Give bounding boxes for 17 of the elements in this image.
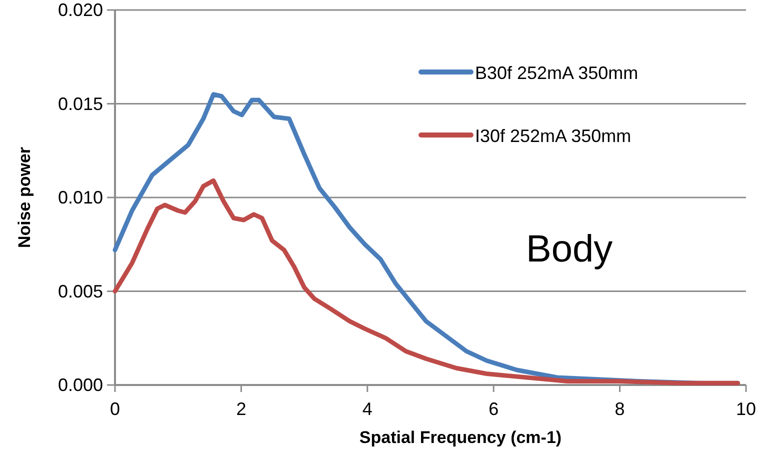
y-tick-label: 0.005 (58, 281, 103, 302)
x-tick-label: 8 (614, 399, 625, 419)
x-tick-label: 4 (362, 399, 372, 419)
x-tick-label: 6 (488, 399, 499, 419)
y-tick-label: 0.015 (58, 94, 103, 114)
x-tick-label: 2 (236, 399, 246, 419)
y-axis-title: Noise power (15, 146, 34, 248)
legend-label: B30f 252mA 350mm (475, 63, 638, 83)
x-tick-label: 0 (110, 399, 120, 419)
annotation: Body (526, 228, 613, 270)
y-tick-label: 0.020 (58, 0, 103, 20)
x-axis-title: Spatial Frequency (cm-1) (359, 428, 562, 447)
x-tick-label: 10 (736, 399, 756, 419)
y-tick-label: 0.010 (58, 188, 103, 208)
line-series (112, 178, 740, 386)
legend-label: I30f 252mA 350mm (475, 126, 632, 146)
y-tick-label: 0.000 (58, 375, 103, 395)
